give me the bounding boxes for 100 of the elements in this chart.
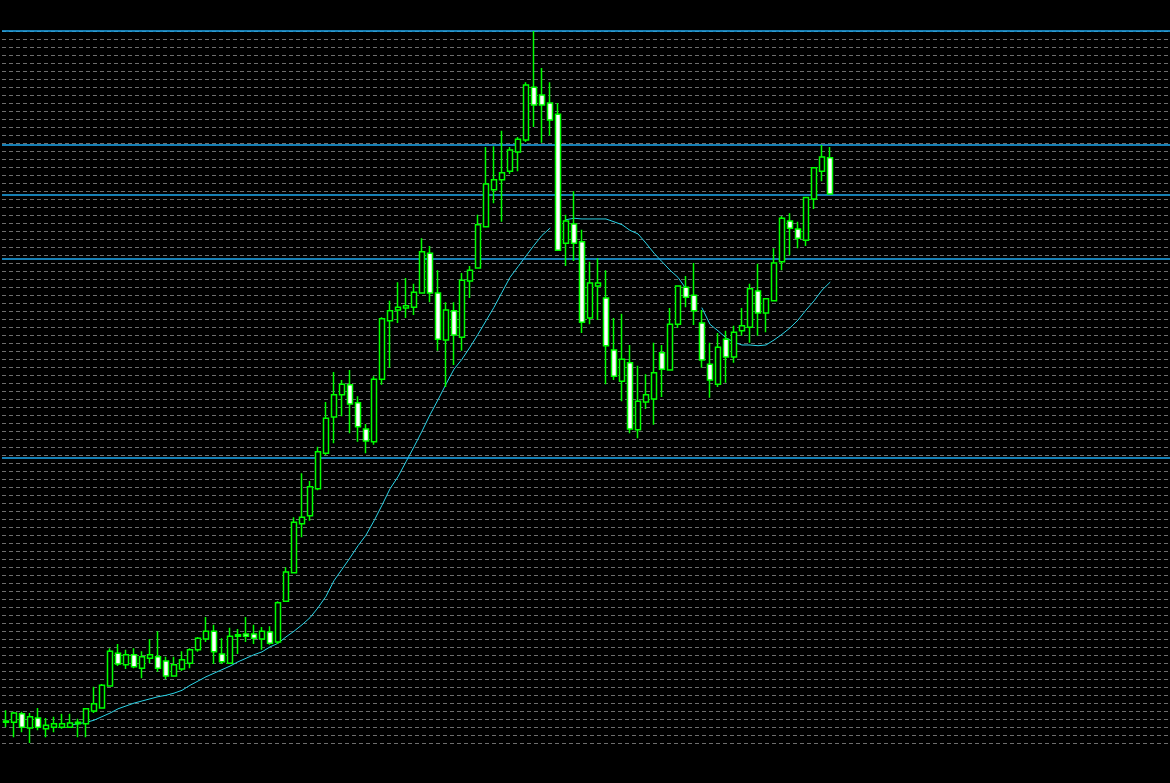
candlestick <box>618 312 626 402</box>
candlestick <box>730 325 738 364</box>
candlestick <box>42 717 50 739</box>
candlestick <box>130 647 138 669</box>
candlestick <box>522 81 530 143</box>
candlestick <box>466 265 474 299</box>
candlestick <box>786 212 794 257</box>
candlestick <box>474 213 482 270</box>
candlestick <box>330 371 338 444</box>
candlestick <box>18 710 26 734</box>
candlestick <box>434 269 442 352</box>
candlestick <box>282 566 290 603</box>
candlestick <box>66 713 74 729</box>
candlestick <box>74 718 82 739</box>
candlestick <box>826 146 834 196</box>
candlestick <box>170 656 178 678</box>
candlestick <box>90 686 98 714</box>
candlestick <box>770 247 778 303</box>
candlestick <box>10 710 18 739</box>
candlestick <box>410 283 418 316</box>
candlestick <box>354 395 362 443</box>
candlestick <box>26 712 34 744</box>
candlestick <box>386 300 394 369</box>
candlestick <box>258 626 266 651</box>
candlestick <box>754 263 762 337</box>
candlestick <box>50 715 58 734</box>
candlestick <box>154 630 162 673</box>
candlestick <box>490 145 498 205</box>
candlestick <box>298 472 306 538</box>
candlestick <box>426 245 434 304</box>
candlestick <box>594 257 602 321</box>
candlestick <box>538 67 546 144</box>
candlestick <box>34 707 42 731</box>
candlestick <box>322 401 330 457</box>
candlestick <box>666 307 674 372</box>
candlestick <box>818 144 826 182</box>
candlestick <box>746 283 754 344</box>
candlestick <box>402 277 410 319</box>
candlestick <box>658 344 666 398</box>
candlestick <box>794 221 802 249</box>
candlestick <box>610 317 618 381</box>
candlestick <box>314 446 322 491</box>
candlestick <box>394 281 402 324</box>
candlestick <box>306 480 314 522</box>
candlestick <box>698 309 706 369</box>
candlestick <box>802 196 810 247</box>
candlestick <box>122 648 130 670</box>
candlestick <box>650 342 658 426</box>
candlestick <box>498 129 506 223</box>
candlestick <box>682 275 690 309</box>
candlestick <box>106 647 114 688</box>
candlestick <box>810 166 818 210</box>
candlestick <box>626 344 634 435</box>
candlestick <box>706 342 714 399</box>
candlestick <box>234 628 242 655</box>
candlestick <box>418 237 426 295</box>
candlestick <box>146 638 154 665</box>
candlestick <box>634 364 642 440</box>
candlestick <box>378 316 386 386</box>
candlestick <box>546 81 554 137</box>
candlestick <box>586 260 594 326</box>
candlestick <box>370 375 378 446</box>
candlestick <box>338 379 346 417</box>
candlestick <box>266 625 274 646</box>
candlestick <box>114 643 122 667</box>
candlestick <box>250 624 258 645</box>
candlestick <box>602 269 610 385</box>
candlestick <box>138 650 146 679</box>
candlestick <box>210 624 218 665</box>
candlestick <box>362 423 370 454</box>
candlestick <box>450 301 458 366</box>
candlestick <box>58 713 66 730</box>
candlestick <box>242 616 250 643</box>
candlestick <box>530 30 538 128</box>
candlestick <box>186 647 194 669</box>
candlestick <box>562 213 570 267</box>
candlestick <box>578 228 586 334</box>
candlestick <box>674 284 682 329</box>
candlestick <box>554 102 562 252</box>
candlestick <box>290 516 298 575</box>
candlestick <box>178 650 186 672</box>
candlestick <box>482 146 490 229</box>
candlestick <box>82 707 90 739</box>
candlestick <box>762 297 770 333</box>
candlestick <box>570 190 578 262</box>
candlestick <box>162 656 170 680</box>
candlestick <box>218 637 226 665</box>
candlestick <box>442 301 450 388</box>
candlestick <box>738 307 746 337</box>
candlestick <box>690 262 698 326</box>
candlestick <box>778 215 786 271</box>
candlestick <box>514 136 522 173</box>
candlestick <box>274 600 282 645</box>
candlestick <box>202 616 210 643</box>
candlestick <box>714 332 722 388</box>
candlestick <box>722 330 730 384</box>
candlestick <box>642 373 650 410</box>
candlestick <box>2 709 10 729</box>
candlestick <box>506 146 514 175</box>
candlestick <box>346 369 354 435</box>
